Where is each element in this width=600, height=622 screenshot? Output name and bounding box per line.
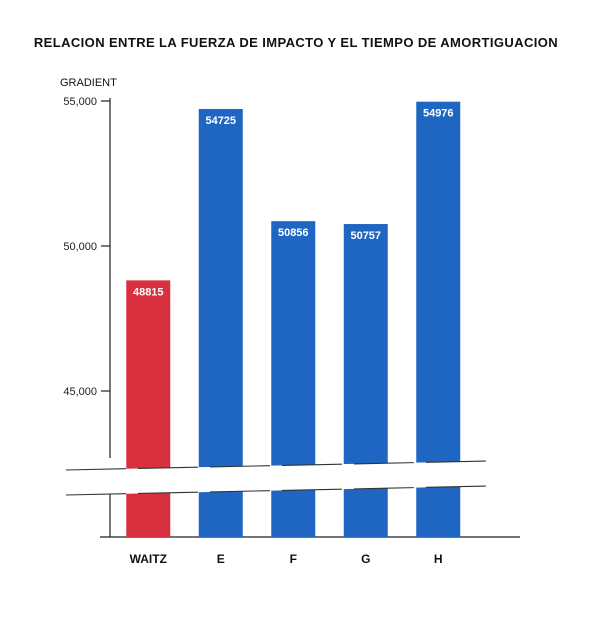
chart-title: RELACION ENTRE LA FUERZA DE IMPACTO Y EL… — [34, 35, 558, 50]
category-label-g: G — [361, 552, 370, 566]
y-tick-label: 55,000 — [63, 96, 97, 108]
y-axis-label: GRADIENT — [60, 77, 117, 89]
bar-e — [198, 108, 243, 537]
category-labels: WAITZ E F G H — [130, 552, 443, 566]
bar-waitz — [126, 280, 171, 537]
axis-break-marks — [65, 460, 491, 496]
category-label-e: E — [217, 552, 225, 566]
value-label-waitz: 48815 — [133, 286, 164, 298]
value-label-h: 54976 — [423, 108, 454, 120]
category-label-h: H — [434, 552, 443, 566]
value-labels: 48815 54725 50856 50757 54976 — [133, 108, 454, 299]
axis-break-band — [66, 461, 490, 495]
y-ticks: 55,000 50,000 45,000 — [63, 96, 110, 398]
category-label-f: F — [290, 552, 297, 566]
y-tick-label: 50,000 — [63, 241, 97, 253]
category-label-waitz: WAITZ — [130, 552, 167, 566]
value-label-f: 50856 — [278, 227, 309, 239]
y-tick-label: 45,000 — [63, 386, 97, 398]
value-label-e: 54725 — [205, 115, 236, 127]
value-label-g: 50757 — [350, 230, 381, 242]
bar-g — [343, 224, 388, 537]
